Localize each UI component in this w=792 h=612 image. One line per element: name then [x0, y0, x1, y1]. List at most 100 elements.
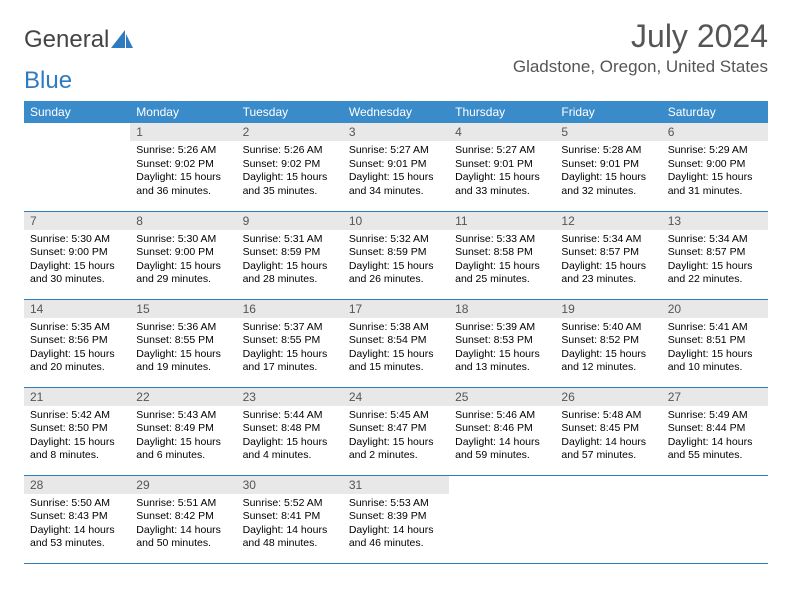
- calendar-cell: 21Sunrise: 5:42 AMSunset: 8:50 PMDayligh…: [24, 387, 130, 475]
- calendar-row: 7Sunrise: 5:30 AMSunset: 9:00 PMDaylight…: [24, 211, 768, 299]
- day-number: 1: [130, 123, 236, 141]
- day-number: 3: [343, 123, 449, 141]
- logo-text-2: Blue: [24, 67, 72, 95]
- day-body: Sunrise: 5:31 AMSunset: 8:59 PMDaylight:…: [237, 230, 343, 290]
- calendar-cell: 23Sunrise: 5:44 AMSunset: 8:48 PMDayligh…: [237, 387, 343, 475]
- calendar-cell: 16Sunrise: 5:37 AMSunset: 8:55 PMDayligh…: [237, 299, 343, 387]
- day-body: Sunrise: 5:33 AMSunset: 8:58 PMDaylight:…: [449, 230, 555, 290]
- calendar-cell: 8Sunrise: 5:30 AMSunset: 9:00 PMDaylight…: [130, 211, 236, 299]
- day-number: 27: [662, 388, 768, 406]
- logo-text-1: General: [24, 26, 109, 54]
- day-body: Sunrise: 5:26 AMSunset: 9:02 PMDaylight:…: [130, 141, 236, 201]
- calendar-cell: 12Sunrise: 5:34 AMSunset: 8:57 PMDayligh…: [555, 211, 661, 299]
- day-body: Sunrise: 5:53 AMSunset: 8:39 PMDaylight:…: [343, 494, 449, 554]
- day-body: Sunrise: 5:34 AMSunset: 8:57 PMDaylight:…: [662, 230, 768, 290]
- calendar-cell: 6Sunrise: 5:29 AMSunset: 9:00 PMDaylight…: [662, 123, 768, 211]
- day-body: Sunrise: 5:49 AMSunset: 8:44 PMDaylight:…: [662, 406, 768, 466]
- day-body: Sunrise: 5:46 AMSunset: 8:46 PMDaylight:…: [449, 406, 555, 466]
- calendar-cell: 19Sunrise: 5:40 AMSunset: 8:52 PMDayligh…: [555, 299, 661, 387]
- calendar-cell: 31Sunrise: 5:53 AMSunset: 8:39 PMDayligh…: [343, 475, 449, 563]
- day-body: Sunrise: 5:28 AMSunset: 9:01 PMDaylight:…: [555, 141, 661, 201]
- day-number: 13: [662, 212, 768, 230]
- calendar-cell: 1Sunrise: 5:26 AMSunset: 9:02 PMDaylight…: [130, 123, 236, 211]
- calendar-cell: 7Sunrise: 5:30 AMSunset: 9:00 PMDaylight…: [24, 211, 130, 299]
- day-body: Sunrise: 5:44 AMSunset: 8:48 PMDaylight:…: [237, 406, 343, 466]
- day-number: 22: [130, 388, 236, 406]
- calendar-head: SundayMondayTuesdayWednesdayThursdayFrid…: [24, 101, 768, 123]
- calendar-cell: [555, 475, 661, 563]
- day-number: 31: [343, 476, 449, 494]
- day-body: Sunrise: 5:29 AMSunset: 9:00 PMDaylight:…: [662, 141, 768, 201]
- calendar-cell: 30Sunrise: 5:52 AMSunset: 8:41 PMDayligh…: [237, 475, 343, 563]
- day-body: Sunrise: 5:40 AMSunset: 8:52 PMDaylight:…: [555, 318, 661, 378]
- day-body: Sunrise: 5:32 AMSunset: 8:59 PMDaylight:…: [343, 230, 449, 290]
- day-body: Sunrise: 5:34 AMSunset: 8:57 PMDaylight:…: [555, 230, 661, 290]
- calendar-cell: [449, 475, 555, 563]
- calendar-cell: 3Sunrise: 5:27 AMSunset: 9:01 PMDaylight…: [343, 123, 449, 211]
- calendar-cell: 20Sunrise: 5:41 AMSunset: 8:51 PMDayligh…: [662, 299, 768, 387]
- day-number: 28: [24, 476, 130, 494]
- day-number: 19: [555, 300, 661, 318]
- day-number: 12: [555, 212, 661, 230]
- day-body: Sunrise: 5:37 AMSunset: 8:55 PMDaylight:…: [237, 318, 343, 378]
- day-body: Sunrise: 5:35 AMSunset: 8:56 PMDaylight:…: [24, 318, 130, 378]
- calendar-cell: 28Sunrise: 5:50 AMSunset: 8:43 PMDayligh…: [24, 475, 130, 563]
- title-block: July 2024 Gladstone, Oregon, United Stat…: [513, 18, 768, 77]
- day-number: 15: [130, 300, 236, 318]
- calendar-cell: 11Sunrise: 5:33 AMSunset: 8:58 PMDayligh…: [449, 211, 555, 299]
- day-body: Sunrise: 5:42 AMSunset: 8:50 PMDaylight:…: [24, 406, 130, 466]
- day-number: 29: [130, 476, 236, 494]
- day-body: Sunrise: 5:45 AMSunset: 8:47 PMDaylight:…: [343, 406, 449, 466]
- day-number: 30: [237, 476, 343, 494]
- day-number: 17: [343, 300, 449, 318]
- day-body: Sunrise: 5:30 AMSunset: 9:00 PMDaylight:…: [24, 230, 130, 290]
- calendar-cell: 24Sunrise: 5:45 AMSunset: 8:47 PMDayligh…: [343, 387, 449, 475]
- day-body: Sunrise: 5:52 AMSunset: 8:41 PMDaylight:…: [237, 494, 343, 554]
- day-number: 9: [237, 212, 343, 230]
- day-body: Sunrise: 5:38 AMSunset: 8:54 PMDaylight:…: [343, 318, 449, 378]
- day-body: Sunrise: 5:51 AMSunset: 8:42 PMDaylight:…: [130, 494, 236, 554]
- day-body: Sunrise: 5:43 AMSunset: 8:49 PMDaylight:…: [130, 406, 236, 466]
- day-number: 4: [449, 123, 555, 141]
- day-number: 26: [555, 388, 661, 406]
- weekday-header: Wednesday: [343, 101, 449, 123]
- calendar-body: 1Sunrise: 5:26 AMSunset: 9:02 PMDaylight…: [24, 123, 768, 563]
- day-body: Sunrise: 5:27 AMSunset: 9:01 PMDaylight:…: [343, 141, 449, 201]
- calendar-cell: [662, 475, 768, 563]
- calendar-cell: 14Sunrise: 5:35 AMSunset: 8:56 PMDayligh…: [24, 299, 130, 387]
- month-title: July 2024: [513, 18, 768, 55]
- weekday-header: Sunday: [24, 101, 130, 123]
- day-number: 20: [662, 300, 768, 318]
- logo-sail-icon: [111, 30, 133, 50]
- calendar-row: 1Sunrise: 5:26 AMSunset: 9:02 PMDaylight…: [24, 123, 768, 211]
- weekday-header: Monday: [130, 101, 236, 123]
- calendar-cell: 22Sunrise: 5:43 AMSunset: 8:49 PMDayligh…: [130, 387, 236, 475]
- day-number: 6: [662, 123, 768, 141]
- day-body: Sunrise: 5:48 AMSunset: 8:45 PMDaylight:…: [555, 406, 661, 466]
- day-number: 16: [237, 300, 343, 318]
- day-number: 23: [237, 388, 343, 406]
- calendar-cell: 27Sunrise: 5:49 AMSunset: 8:44 PMDayligh…: [662, 387, 768, 475]
- day-body: Sunrise: 5:36 AMSunset: 8:55 PMDaylight:…: [130, 318, 236, 378]
- day-body: Sunrise: 5:26 AMSunset: 9:02 PMDaylight:…: [237, 141, 343, 201]
- weekday-header: Saturday: [662, 101, 768, 123]
- logo: General: [24, 18, 133, 54]
- day-number: 24: [343, 388, 449, 406]
- day-number: 10: [343, 212, 449, 230]
- calendar-row: 28Sunrise: 5:50 AMSunset: 8:43 PMDayligh…: [24, 475, 768, 563]
- calendar-table: SundayMondayTuesdayWednesdayThursdayFrid…: [24, 101, 768, 564]
- calendar-cell: 2Sunrise: 5:26 AMSunset: 9:02 PMDaylight…: [237, 123, 343, 211]
- day-body: Sunrise: 5:39 AMSunset: 8:53 PMDaylight:…: [449, 318, 555, 378]
- day-body: Sunrise: 5:50 AMSunset: 8:43 PMDaylight:…: [24, 494, 130, 554]
- location: Gladstone, Oregon, United States: [513, 57, 768, 77]
- calendar-row: 21Sunrise: 5:42 AMSunset: 8:50 PMDayligh…: [24, 387, 768, 475]
- day-number: 25: [449, 388, 555, 406]
- weekday-header: Friday: [555, 101, 661, 123]
- day-number: 21: [24, 388, 130, 406]
- calendar-cell: 29Sunrise: 5:51 AMSunset: 8:42 PMDayligh…: [130, 475, 236, 563]
- day-number: 18: [449, 300, 555, 318]
- calendar-cell: 5Sunrise: 5:28 AMSunset: 9:01 PMDaylight…: [555, 123, 661, 211]
- day-body: Sunrise: 5:27 AMSunset: 9:01 PMDaylight:…: [449, 141, 555, 201]
- day-number: 14: [24, 300, 130, 318]
- day-number: 5: [555, 123, 661, 141]
